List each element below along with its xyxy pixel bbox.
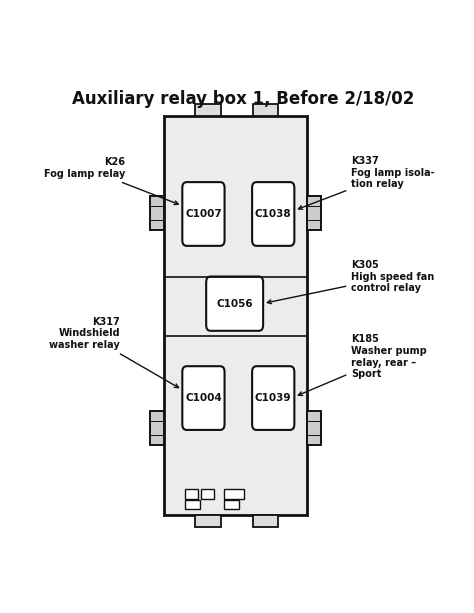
Text: C1038: C1038 (255, 209, 292, 219)
Bar (150, 196, 164, 230)
Bar (195, 104, 221, 116)
Bar (185, 489, 198, 499)
Bar (201, 489, 214, 499)
Text: K317
Windshield
washer relay: K317 Windshield washer relay (49, 316, 179, 387)
Bar (224, 489, 244, 499)
Text: C1004: C1004 (185, 393, 222, 403)
FancyBboxPatch shape (252, 366, 294, 430)
FancyBboxPatch shape (206, 276, 263, 331)
Bar (224, 500, 239, 509)
Bar (253, 104, 279, 116)
FancyBboxPatch shape (182, 182, 225, 246)
Bar (185, 500, 200, 509)
FancyBboxPatch shape (252, 182, 294, 246)
Text: K185
Washer pump
relay, rear –
Sport: K185 Washer pump relay, rear – Sport (298, 334, 427, 395)
Text: C1007: C1007 (185, 209, 222, 219)
FancyBboxPatch shape (182, 366, 225, 430)
Text: Auxiliary relay box 1, Before 2/18/02: Auxiliary relay box 1, Before 2/18/02 (72, 90, 414, 108)
Text: C1056: C1056 (216, 299, 253, 309)
Text: K337
Fog lamp isola-
tion relay: K337 Fog lamp isola- tion relay (299, 156, 435, 209)
Bar (253, 515, 279, 527)
Text: C1039: C1039 (255, 393, 292, 403)
Bar (307, 411, 321, 445)
Bar (195, 515, 221, 527)
Bar (164, 116, 307, 515)
Bar (150, 411, 164, 445)
Text: K305
High speed fan
control relay: K305 High speed fan control relay (267, 260, 435, 303)
Text: K26
Fog lamp relay: K26 Fog lamp relay (44, 157, 178, 205)
Bar (307, 196, 321, 230)
